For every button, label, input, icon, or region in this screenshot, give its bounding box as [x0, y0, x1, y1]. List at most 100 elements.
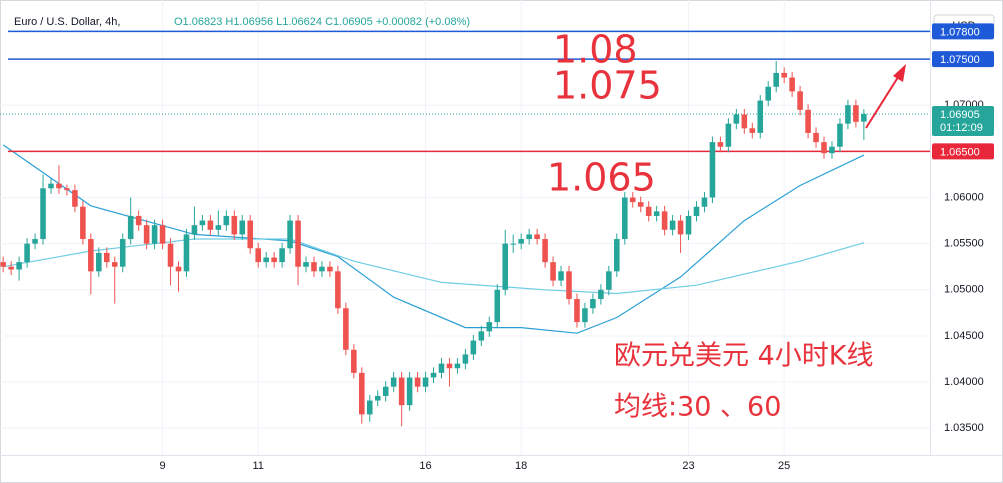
level-tag	[932, 23, 994, 40]
candle-body	[32, 239, 38, 244]
candle-body	[805, 109, 811, 133]
candle-body	[598, 289, 604, 300]
candle-body	[72, 190, 78, 207]
candle-body	[374, 395, 381, 401]
candle-body	[199, 220, 206, 226]
candle-body	[550, 262, 556, 281]
candle-body	[661, 211, 668, 230]
candle-body	[159, 225, 166, 244]
candle-body	[119, 239, 126, 267]
candle-body	[438, 363, 445, 373]
level-label: 1.07500	[940, 54, 980, 66]
candle-body	[0, 262, 6, 267]
candle-body	[295, 220, 301, 267]
candle-body	[653, 211, 660, 216]
candle-body	[231, 215, 238, 235]
candle-body	[510, 243, 517, 245]
x-tick-label: 11	[252, 460, 263, 472]
candle-body	[486, 322, 493, 332]
candle-body	[135, 215, 142, 226]
candle-body	[366, 400, 373, 415]
candle-body	[111, 262, 118, 267]
candle-body	[749, 128, 756, 133]
candle-body	[88, 239, 94, 272]
candle-body	[191, 225, 198, 235]
candle-body	[271, 257, 277, 263]
candle-body	[502, 243, 509, 290]
arrow-shaft	[865, 73, 901, 129]
candle-body	[247, 220, 254, 249]
candle-body	[311, 262, 317, 272]
candle-body	[390, 377, 397, 387]
candle-body	[534, 234, 540, 240]
candle-body	[80, 206, 86, 240]
candle-body	[717, 142, 724, 147]
candle-body	[677, 220, 684, 235]
candle-body	[629, 197, 636, 203]
candle-body	[606, 271, 612, 290]
candle-body	[757, 100, 764, 133]
annotation: 1.065	[547, 156, 656, 200]
candle-body	[669, 220, 676, 230]
candle-body	[335, 271, 341, 309]
candle-body	[797, 91, 803, 110]
x-tick-label: 25	[778, 460, 790, 472]
x-tick-label: 16	[419, 460, 431, 472]
x-tick-label: 23	[682, 460, 694, 472]
annotation: 欧元兑美元 4小时K线	[614, 341, 873, 372]
moving-average	[2, 144, 865, 334]
candle-body	[96, 252, 102, 272]
candle-body	[56, 183, 62, 189]
candle-body	[279, 248, 285, 263]
candle-body	[167, 243, 174, 267]
candle-body	[837, 123, 843, 147]
candle-body	[183, 234, 190, 272]
candle-body	[566, 271, 572, 300]
ohlc-readout: O1.06823 H1.06956 L1.06624 C1.06905 +0.0…	[174, 16, 470, 28]
candle-body	[382, 386, 389, 396]
candle-body	[8, 266, 14, 270]
level-label: 1.07800	[940, 26, 980, 38]
candle-body	[789, 77, 795, 92]
candle-body	[462, 354, 469, 364]
candle-body	[590, 299, 596, 309]
candle-body	[175, 266, 182, 272]
candle-body	[542, 239, 548, 263]
arrow-head	[893, 64, 906, 82]
candle-body	[765, 86, 772, 101]
candle-body	[446, 363, 453, 369]
candle-body	[351, 349, 357, 373]
candle-body	[470, 340, 477, 355]
candle-body	[406, 377, 413, 406]
candle-body	[422, 377, 429, 387]
candle-body	[454, 363, 461, 369]
candle-body	[693, 206, 700, 216]
candle-body	[645, 206, 652, 216]
level-label: 1.06500	[940, 146, 980, 158]
y-tick-label: 1.03500	[944, 422, 984, 434]
candle-body	[16, 262, 22, 270]
countdown: 01:12:09	[940, 122, 983, 134]
candle-body	[103, 252, 110, 263]
level-tag	[932, 143, 994, 160]
level-tag	[932, 51, 994, 68]
candle-body	[40, 188, 46, 240]
candle-body	[637, 202, 644, 207]
candle-body	[725, 123, 732, 147]
candle-body	[255, 248, 261, 263]
y-tick-label: 1.04000	[944, 376, 984, 388]
candle-body	[781, 72, 787, 78]
candle-body	[143, 225, 150, 244]
candle-body	[287, 220, 293, 249]
symbol: Euro / U.S. Dollar, 4h,	[14, 16, 120, 28]
candle-body	[303, 262, 309, 267]
x-tick-label: 9	[160, 460, 166, 472]
annotation: 1.08	[553, 28, 638, 72]
annotation: 1.075	[553, 64, 662, 108]
candle-body	[223, 215, 230, 226]
candle-body	[614, 239, 620, 272]
candle-body	[621, 197, 628, 240]
candle-body	[733, 114, 740, 124]
candle-body	[829, 146, 835, 154]
